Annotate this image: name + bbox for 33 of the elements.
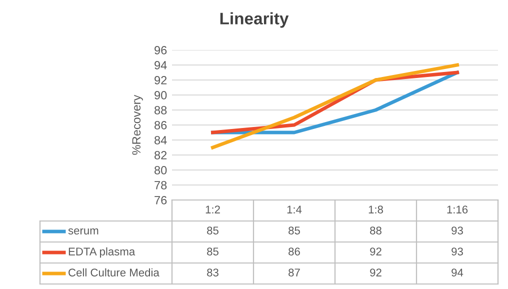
- y-tick-label: 80: [154, 166, 167, 174]
- data-label: 86: [288, 248, 300, 256]
- data-label: 88: [370, 226, 382, 234]
- data-label: 92: [370, 248, 382, 256]
- y-tick-label: 76: [154, 196, 167, 204]
- y-tick-label: 84: [154, 136, 167, 144]
- x-tick-label: 1:4: [287, 206, 302, 214]
- legend-label: Cell Culture Media: [68, 268, 160, 276]
- y-tick-label: 94: [154, 61, 167, 70]
- data-label: 93: [452, 226, 463, 234]
- x-tick-label: 1:2: [206, 206, 220, 214]
- data-label: 94: [452, 268, 464, 276]
- y-tick-label: 82: [154, 151, 167, 160]
- y-tick-label: 88: [154, 106, 167, 114]
- legend-label: serum: [68, 228, 98, 234]
- legend-label: EDTA plasma: [68, 247, 136, 258]
- data-label: 92: [370, 268, 382, 276]
- data-label: 83: [207, 268, 218, 276]
- data-label: 85: [207, 226, 218, 234]
- data-label: 93: [452, 248, 463, 256]
- x-tick-label: 1:8: [368, 206, 383, 214]
- chart-title: Linearity: [220, 12, 289, 28]
- y-tick-label: 92: [154, 76, 167, 84]
- y-tick-label: 90: [154, 91, 167, 100]
- y-tick-label: 78: [154, 181, 167, 190]
- data-label: 85: [207, 248, 218, 256]
- data-label: 85: [288, 226, 300, 234]
- x-tick-label: 1:16: [447, 206, 468, 214]
- data-label: 87: [288, 268, 300, 276]
- y-tick-label: 86: [154, 121, 167, 130]
- y-tick-label: 96: [154, 46, 167, 54]
- y-axis-title: %Recovery: [132, 94, 143, 155]
- line-series: [211, 63, 459, 150]
